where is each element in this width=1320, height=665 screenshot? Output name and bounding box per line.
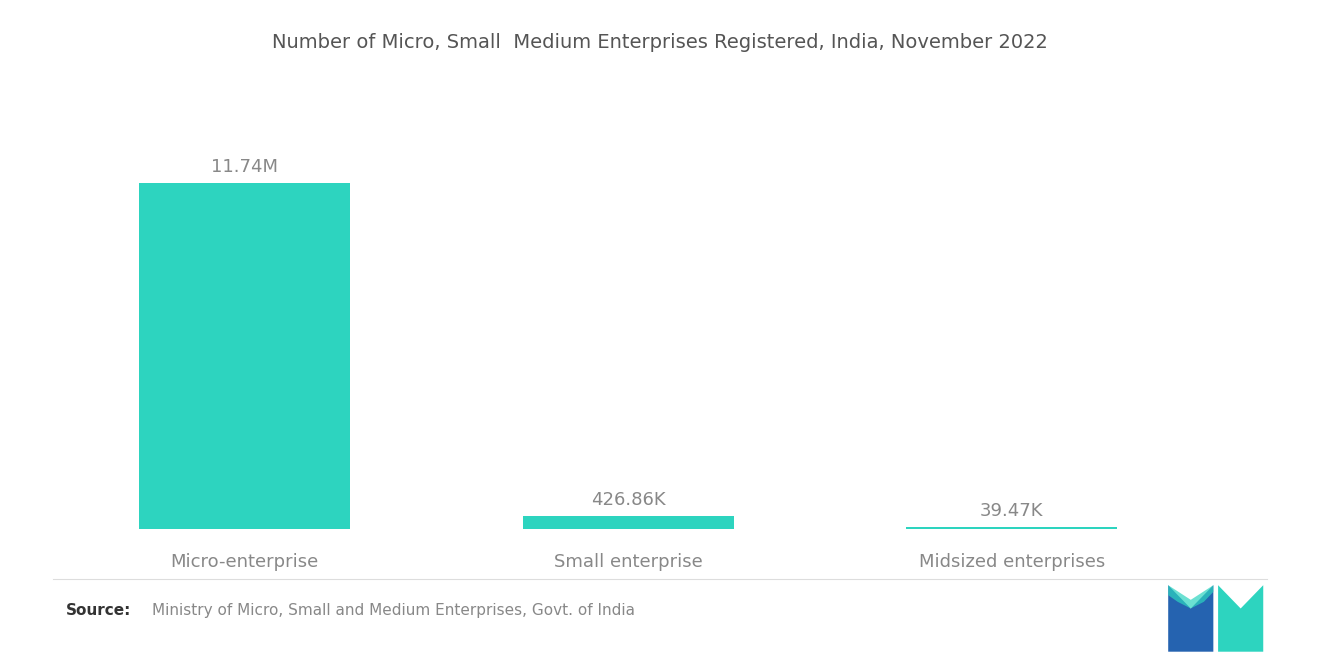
Polygon shape [1168,585,1213,608]
Polygon shape [1218,585,1263,652]
Bar [907,527,1117,529]
Text: Source:: Source: [66,603,132,618]
Polygon shape [1168,585,1213,652]
Text: Midsized enterprises: Midsized enterprises [919,553,1105,571]
Text: Ministry of Micro, Small and Medium Enterprises, Govt. of India: Ministry of Micro, Small and Medium Ente… [152,603,635,618]
Bar [523,516,734,529]
Text: Number of Micro, Small  Medium Enterprises Registered, India, November 2022: Number of Micro, Small Medium Enterprise… [272,33,1048,53]
Bar [139,184,350,529]
Text: 426.86K: 426.86K [591,491,665,509]
Text: 39.47K: 39.47K [981,503,1044,521]
Text: Small enterprise: Small enterprise [554,553,702,571]
Text: Micro-enterprise: Micro-enterprise [170,553,318,571]
Text: 11.74M: 11.74M [211,158,279,176]
